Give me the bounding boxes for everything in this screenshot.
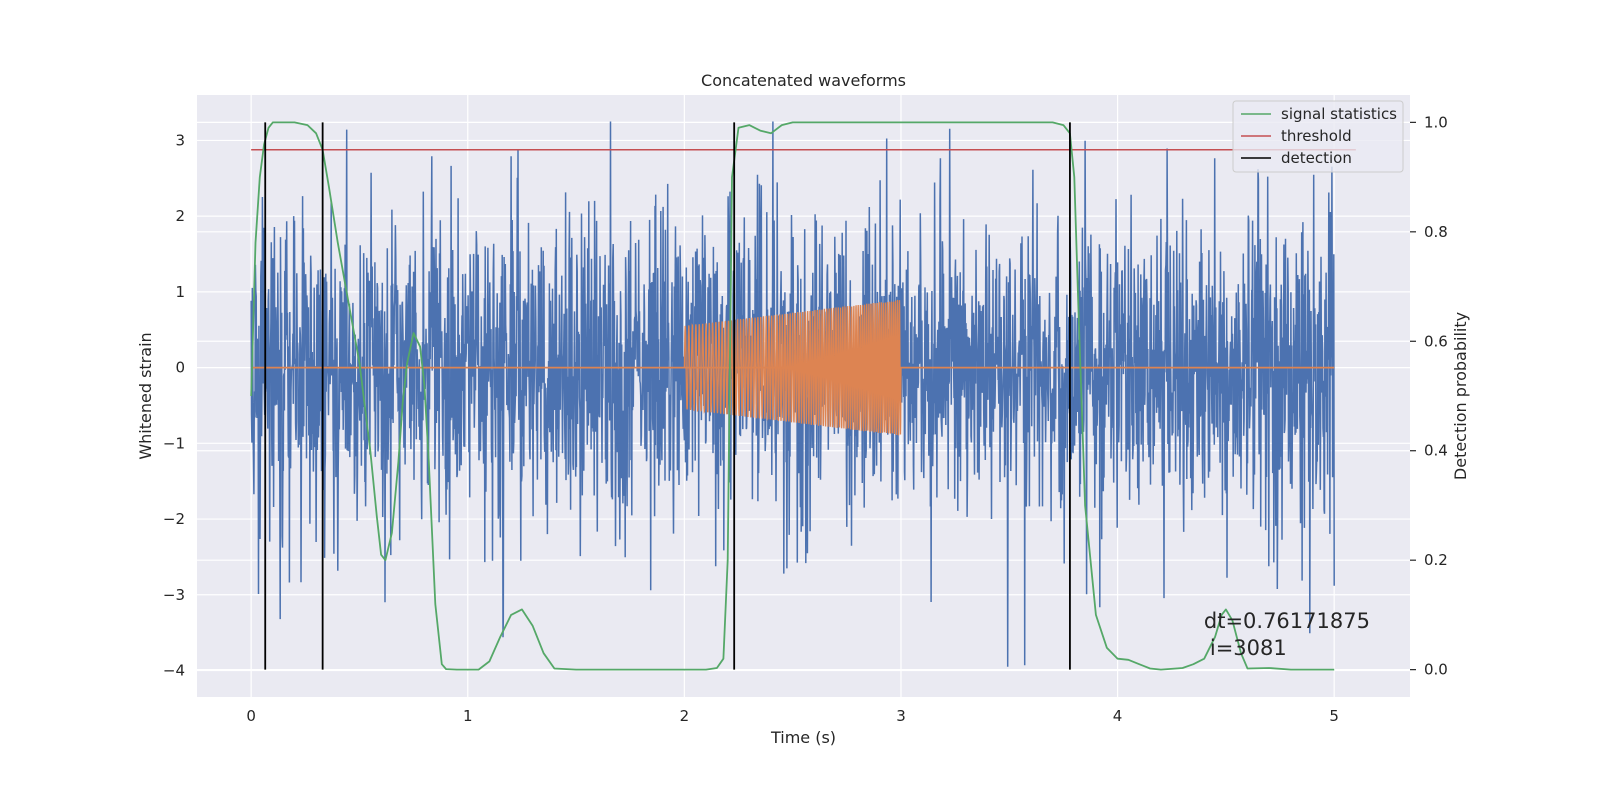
legend: signal statistics threshold detection: [1232, 100, 1404, 173]
legend-entry-threshold: threshold: [1281, 127, 1352, 145]
legend-box: [1232, 100, 1404, 173]
x-tick-label: 2: [680, 707, 690, 725]
y-tick-label: 2: [175, 207, 185, 225]
y-tick-label: −1: [163, 434, 185, 452]
x-axis-label: Time (s): [770, 728, 836, 747]
y-right-tick-label: 0.8: [1424, 223, 1448, 241]
legend-entry-detection: detection: [1281, 149, 1352, 167]
x-tick-label: 1: [463, 707, 473, 725]
series-detection: [264, 122, 1071, 670]
x-tick-label: 0: [246, 707, 256, 725]
axis-ticks: 0 1 2 3 4 5 −4 −3 −2 −1 0 1 2 3 0.0 0.2 0.4 0.6 0.8 1.0: [163, 113, 1448, 725]
y-right-tick-label: 0.6: [1424, 332, 1448, 350]
y-right-tick-label: 0.0: [1424, 661, 1448, 679]
y-tick-label: 3: [175, 131, 185, 149]
y-tick-label: −2: [163, 510, 185, 528]
y-right-tick-label: 0.2: [1424, 551, 1448, 569]
chart-title: Concatenated waveforms: [701, 71, 906, 90]
x-tick-label: 5: [1329, 707, 1339, 725]
x-tick-label: 4: [1113, 707, 1123, 725]
y-tick-label: 0: [175, 359, 185, 377]
y-tick-label: 1: [175, 283, 185, 301]
y-tick-label: −3: [163, 586, 185, 604]
series-signal-statistics: [250, 121, 1335, 671]
y-tick-label: −4: [163, 661, 185, 679]
signal-statistics-line: [250, 121, 1335, 671]
x-tick-label: 3: [896, 707, 906, 725]
injection-trace: [683, 299, 902, 436]
series-injected-waveform: [683, 299, 902, 436]
annotation-index: i=3081: [1210, 636, 1287, 660]
y-axis-label: Whitened strain: [136, 332, 155, 459]
y-right-tick-label: 1.0: [1424, 113, 1448, 131]
y-right-tick-label: 0.4: [1424, 442, 1448, 460]
annotation-dt: dt=0.76171875: [1204, 609, 1370, 633]
legend-entry-signal-statistics: signal statistics: [1281, 105, 1397, 123]
y-axis-right-label: Detection probability: [1451, 312, 1470, 480]
